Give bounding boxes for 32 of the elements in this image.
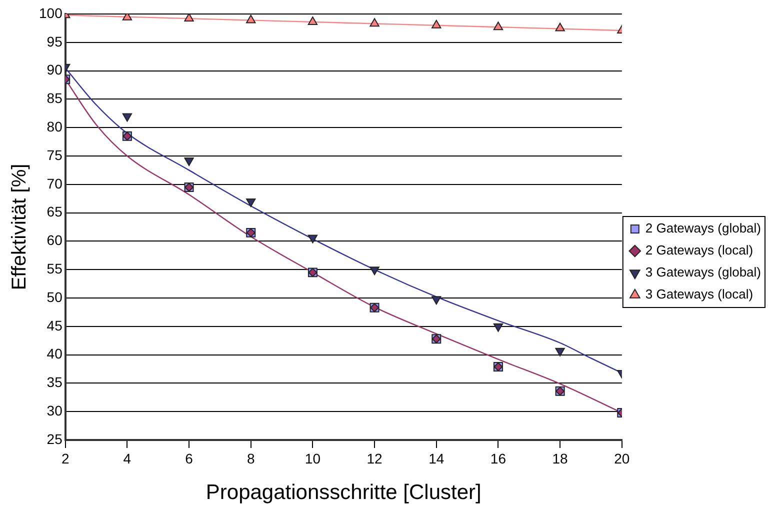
x-tick-label: 4 (123, 450, 132, 466)
y-tick-label: 75 (46, 146, 63, 163)
y-tick-label: 40 (46, 346, 63, 362)
y-axis-title: Effektivität [%] (8, 164, 31, 290)
y-tick-label: 35 (46, 374, 63, 390)
y-tick-label: 80 (46, 118, 63, 134)
x-tick-label: 12 (366, 450, 383, 466)
y-tick-label: 95 (46, 33, 63, 50)
x-tick-label: 10 (304, 450, 321, 466)
legend-label: 3 Gateways (global) (645, 264, 762, 280)
y-tick-label: 65 (46, 204, 63, 220)
y-tick-label: 25 (46, 430, 63, 447)
legend-label: 2 Gateways (local) (645, 242, 754, 258)
y-tick-label: 85 (46, 90, 63, 106)
x-tick-label: 20 (614, 450, 630, 466)
y-tick-label: 30 (46, 402, 63, 418)
x-tick-label: 14 (428, 450, 444, 466)
x-tick-label: 2 (61, 450, 70, 466)
x-tick-label: 18 (552, 450, 568, 466)
x-tick-label: 16 (490, 450, 506, 466)
x-tick-label: 8 (246, 450, 255, 466)
y-tick-label: 70 (46, 175, 63, 192)
legend-label: 2 Gateways (global) (645, 220, 762, 236)
y-tick-label: 100 (39, 4, 63, 21)
y-tick-label: 90 (46, 62, 63, 78)
y-tick-label: 60 (46, 232, 63, 248)
y-tick-label: 45 (46, 317, 63, 334)
x-axis-title: Propagationsschritte [Cluster] (206, 481, 482, 504)
x-tick-label: 6 (185, 450, 194, 466)
legend-label: 3 Gateways (local) (645, 286, 754, 302)
y-tick-label: 55 (46, 260, 63, 276)
y-tick-label: 50 (46, 288, 63, 305)
